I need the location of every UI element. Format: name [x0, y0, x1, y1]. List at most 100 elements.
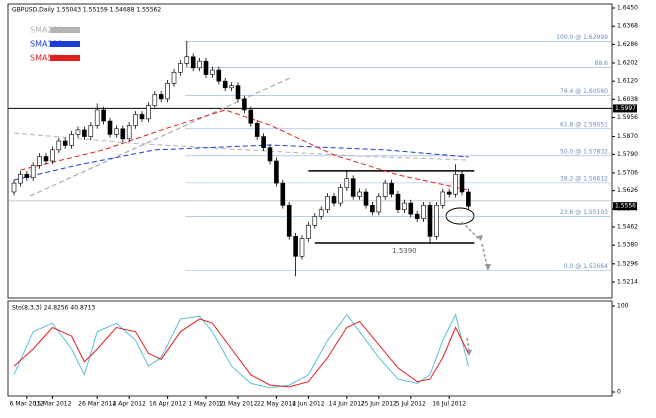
candle-body	[267, 147, 273, 162]
y-tick-label: 1.6286	[617, 41, 638, 48]
candle-body	[440, 191, 446, 206]
legend-swatch	[50, 55, 80, 61]
candle-body	[408, 202, 414, 215]
candle-body	[453, 173, 458, 195]
y-tick-label: 1.6450	[617, 5, 638, 12]
candle-body	[229, 85, 234, 89]
candle-body	[261, 136, 266, 148]
candle-body	[210, 69, 215, 75]
y-tick-label: 1.6202	[617, 59, 638, 66]
candle-body	[357, 191, 362, 197]
candle-body	[459, 173, 465, 193]
fib-label: 38.2 @ 1.56612	[560, 175, 608, 182]
x-tick-label: 25 Jun 2012	[361, 401, 397, 408]
candle-body	[370, 204, 375, 213]
x-tick-label: 11 May 2012	[218, 401, 257, 408]
support-label: 1.5390	[392, 247, 417, 255]
sma-line	[13, 144, 469, 181]
candle-body	[274, 160, 279, 184]
x-tick-label: 16 Apr 2012	[149, 401, 186, 408]
legend-swatch	[50, 41, 80, 47]
x-tick-label: 15 Mar 2012	[33, 401, 71, 408]
candle-body	[171, 71, 177, 84]
fib-label: 61.8 @ 1.59051	[560, 121, 608, 128]
legend-label: SMA100	[30, 40, 63, 49]
legend: SMA200 SMA100 SMA50	[10, 20, 86, 78]
fib-label: 50.0 @ 1.57832	[560, 148, 608, 155]
candle-body	[69, 134, 74, 146]
candle-body	[331, 196, 337, 204]
y-tick-label: 1.5790	[617, 151, 638, 158]
candle-body	[178, 63, 183, 73]
candle-body	[24, 173, 30, 178]
y-tick-label: 1.5214	[617, 279, 638, 286]
candle-body	[299, 238, 305, 257]
current-price-label: 1.5556	[615, 203, 636, 210]
y-tick-label: 1.5626	[617, 187, 638, 194]
y-tick-label: 1.6038	[617, 96, 638, 103]
chart-title: GBPUSD,Daily 1.55043 1.55159 1.54688 1.5…	[12, 7, 161, 14]
y-tick-label: 1.6368	[617, 23, 638, 30]
candle-body	[197, 60, 202, 69]
candle-body	[344, 178, 350, 188]
highlight-ellipse	[445, 207, 475, 225]
candle-body	[184, 56, 190, 64]
candle-body	[280, 182, 286, 206]
x-tick-label: 5 Jul 2012	[396, 401, 426, 408]
candle-body	[139, 114, 145, 120]
legend-swatch	[50, 27, 80, 33]
fib-label: 23.6 @ 1.55103	[560, 209, 608, 216]
candle-body	[434, 204, 439, 237]
candle-body	[318, 209, 324, 217]
candle-body	[248, 109, 254, 124]
x-tick-label: 26 Mar 2012	[78, 401, 116, 408]
x-tick-label: 4 Jun 2012	[292, 401, 324, 408]
candle-body	[43, 156, 49, 162]
candle-body	[325, 196, 330, 211]
stoch-line	[13, 313, 469, 389]
sma-line	[20, 109, 469, 191]
candle-body	[312, 216, 318, 226]
price-box	[613, 104, 637, 113]
current-price-box	[613, 202, 637, 211]
candle-body	[50, 149, 55, 162]
candle-body	[242, 98, 247, 111]
candle-body	[293, 236, 298, 257]
candle-body	[395, 193, 401, 211]
candle-body	[376, 196, 382, 213]
x-tick-label: 16 Jul 2012	[432, 401, 466, 408]
candle-body	[88, 125, 94, 137]
y-tick-label: 1.5706	[617, 169, 638, 176]
stoch-line	[13, 318, 469, 388]
candle-body	[286, 204, 292, 237]
candle-body	[94, 109, 100, 126]
x-tick-label: 1 May 2012	[188, 401, 223, 408]
candle-body	[165, 83, 170, 100]
candle-body	[11, 182, 17, 193]
candle-body	[126, 125, 132, 140]
candle-body	[56, 140, 62, 151]
candle-body	[146, 105, 151, 120]
candle-body	[190, 56, 196, 69]
candle-body	[389, 182, 394, 195]
candle-body	[82, 129, 87, 137]
candle-body	[216, 69, 222, 82]
candle-body	[446, 191, 452, 195]
stoch-panel	[7, 300, 613, 397]
candle-body	[421, 204, 426, 219]
main-panel	[7, 3, 613, 299]
y-tick-label: 1.6120	[617, 78, 638, 85]
candle-body	[222, 80, 228, 89]
y-tick-label: 1.5380	[617, 242, 638, 249]
x-tick-label: 14 Jun 2012	[329, 401, 365, 408]
candle-body	[254, 122, 260, 137]
candle-body	[133, 114, 138, 126]
legend-label: SMA200	[30, 26, 63, 35]
fib-label: 88.6	[595, 60, 609, 67]
candle-body	[158, 94, 164, 100]
fib-label: 100.0 @ 1.62999	[556, 34, 608, 41]
candle-body	[338, 187, 343, 204]
y-tick-label: 1.5462	[617, 224, 638, 231]
candle-body	[30, 165, 36, 178]
